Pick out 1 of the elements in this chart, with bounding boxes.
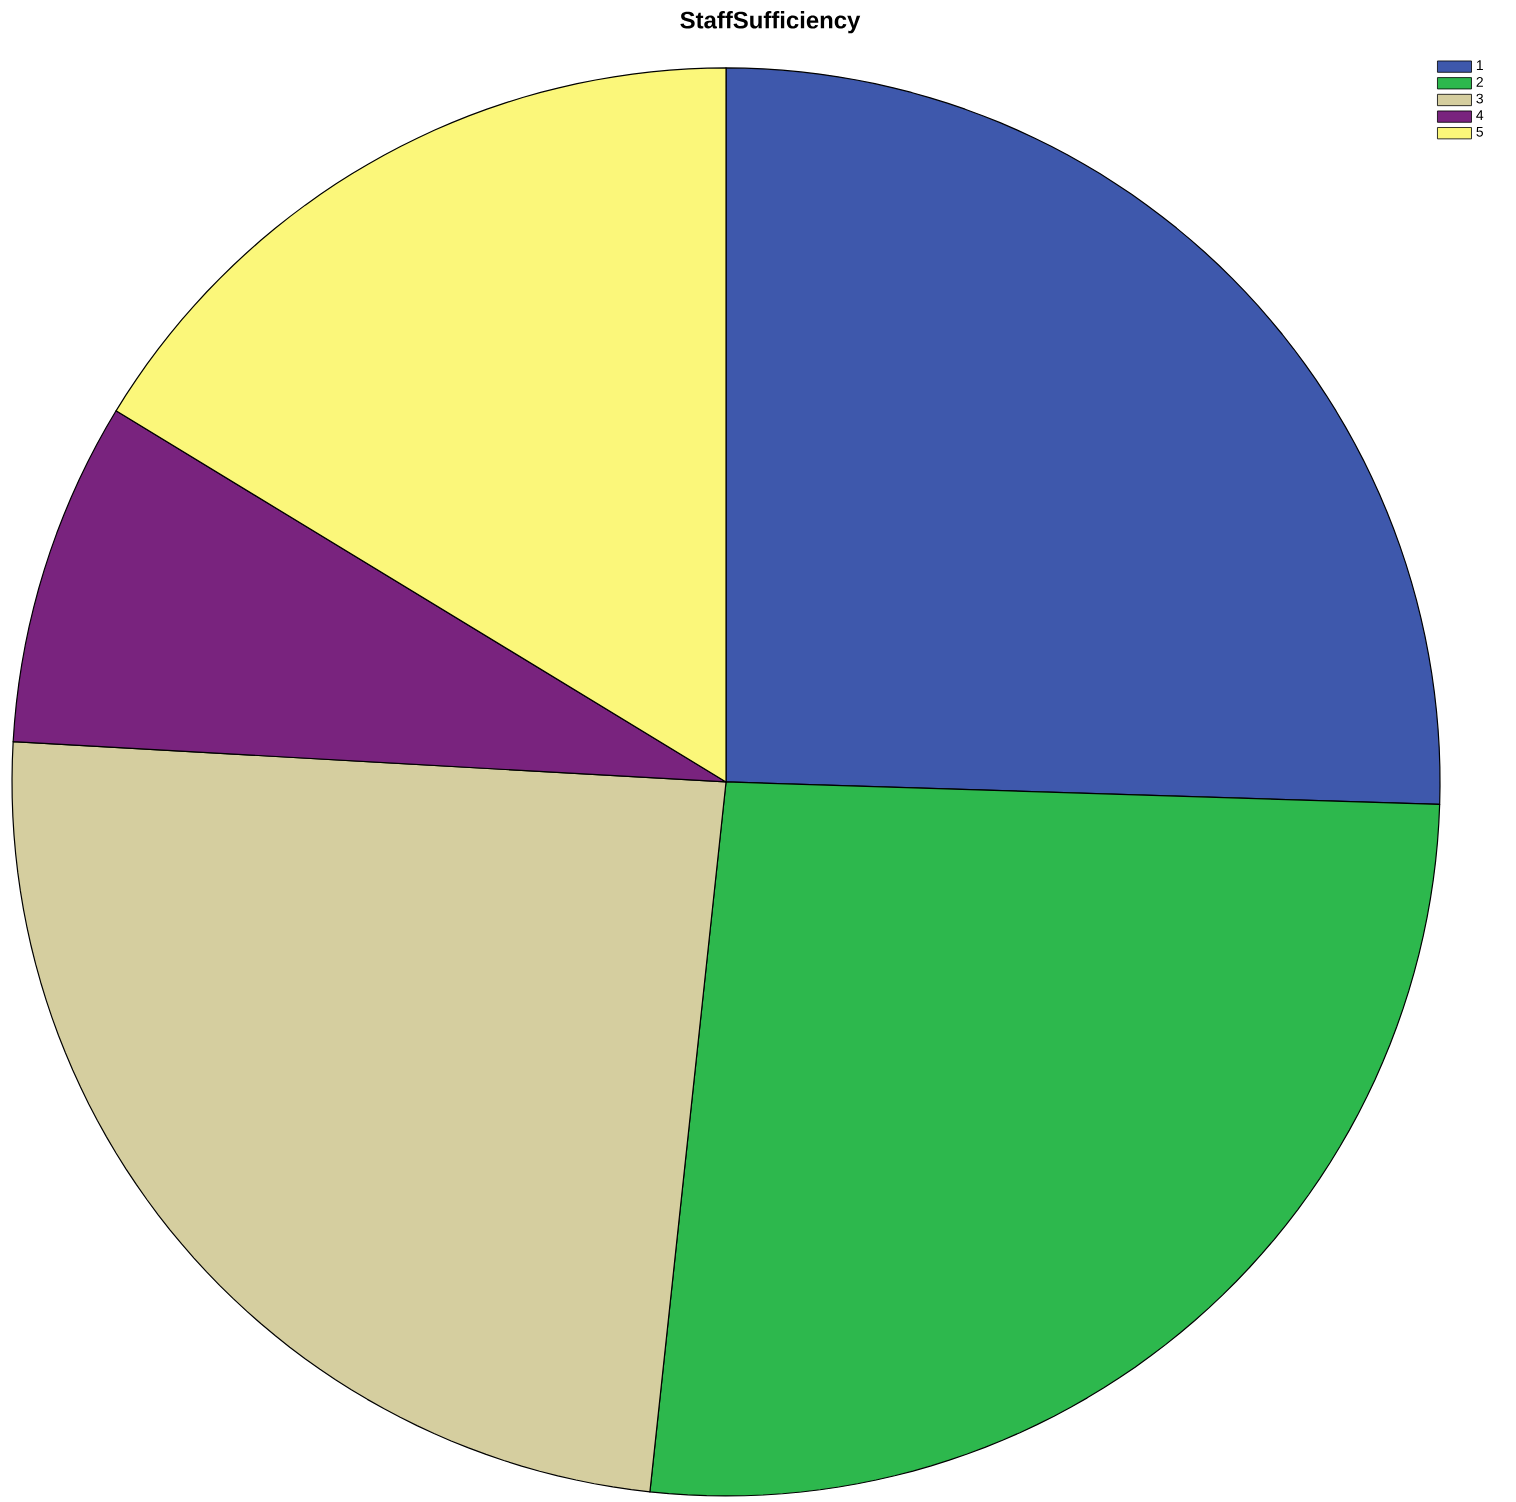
- chart-title: StaffSufficiency: [680, 11, 861, 34]
